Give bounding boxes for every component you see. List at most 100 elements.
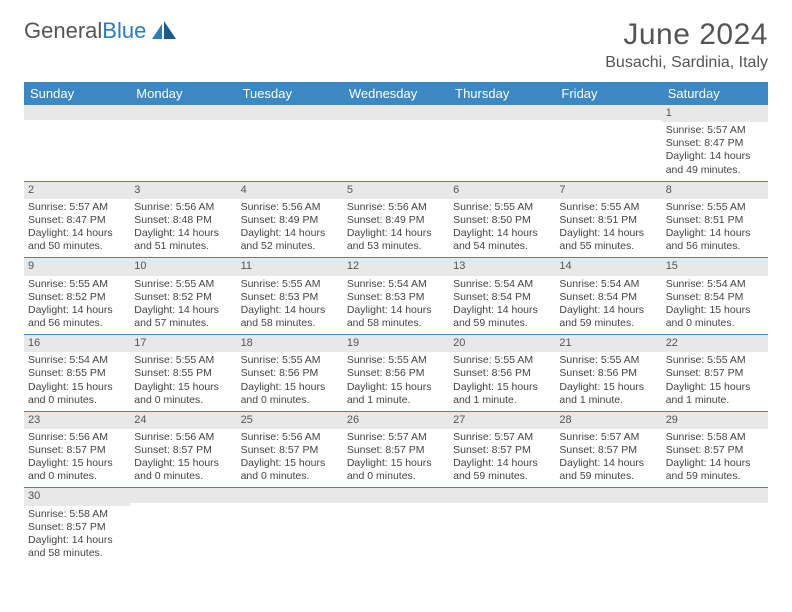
sunset-line: Sunset: 8:57 PM [28, 444, 126, 457]
calendar-day-cell: 9Sunrise: 5:55 AMSunset: 8:52 PMDaylight… [24, 258, 130, 335]
daylight-line: Daylight: 14 hours and 55 minutes. [559, 227, 657, 253]
day-number-bar: 29 [662, 412, 768, 429]
day-data: Sunrise: 5:55 AMSunset: 8:52 PMDaylight:… [130, 276, 236, 335]
calendar-page: GeneralBlue June 2024 Busachi, Sardinia,… [0, 0, 792, 582]
sunset-line: Sunset: 8:49 PM [347, 214, 445, 227]
day-data: Sunrise: 5:55 AMSunset: 8:52 PMDaylight:… [24, 276, 130, 335]
day-number-bar: 16 [24, 335, 130, 352]
sunset-line: Sunset: 8:57 PM [347, 444, 445, 457]
day-data: Sunrise: 5:58 AMSunset: 8:57 PMDaylight:… [24, 506, 130, 565]
day-number-bar: 25 [237, 412, 343, 429]
sunset-line: Sunset: 8:57 PM [666, 367, 764, 380]
calendar-day-cell: 24Sunrise: 5:56 AMSunset: 8:57 PMDayligh… [130, 411, 236, 488]
day-data: Sunrise: 5:56 AMSunset: 8:49 PMDaylight:… [343, 199, 449, 258]
sunrise-line: Sunrise: 5:57 AM [666, 124, 764, 137]
daylight-line: Daylight: 14 hours and 56 minutes. [28, 304, 126, 330]
daylight-line: Daylight: 15 hours and 0 minutes. [347, 457, 445, 483]
day-number-bar [343, 488, 449, 503]
sunset-line: Sunset: 8:47 PM [666, 137, 764, 150]
weekday-header: Monday [130, 82, 236, 105]
day-number-bar: 15 [662, 258, 768, 275]
sunset-line: Sunset: 8:56 PM [347, 367, 445, 380]
weekday-header: Thursday [449, 82, 555, 105]
calendar-day-cell [555, 488, 661, 564]
day-data [449, 120, 555, 170]
calendar-day-cell: 30Sunrise: 5:58 AMSunset: 8:57 PMDayligh… [24, 488, 130, 564]
calendar-day-cell: 5Sunrise: 5:56 AMSunset: 8:49 PMDaylight… [343, 181, 449, 258]
calendar-day-cell: 28Sunrise: 5:57 AMSunset: 8:57 PMDayligh… [555, 411, 661, 488]
sunset-line: Sunset: 8:51 PM [559, 214, 657, 227]
daylight-line: Daylight: 14 hours and 50 minutes. [28, 227, 126, 253]
day-data [237, 120, 343, 170]
sunset-line: Sunset: 8:51 PM [666, 214, 764, 227]
day-number-bar [130, 488, 236, 503]
sunrise-line: Sunrise: 5:55 AM [559, 201, 657, 214]
calendar-day-cell: 6Sunrise: 5:55 AMSunset: 8:50 PMDaylight… [449, 181, 555, 258]
sunrise-line: Sunrise: 5:55 AM [453, 354, 551, 367]
daylight-line: Daylight: 14 hours and 59 minutes. [559, 304, 657, 330]
day-data: Sunrise: 5:56 AMSunset: 8:57 PMDaylight:… [130, 429, 236, 488]
weekday-header-row: Sunday Monday Tuesday Wednesday Thursday… [24, 82, 768, 105]
calendar-day-cell: 20Sunrise: 5:55 AMSunset: 8:56 PMDayligh… [449, 335, 555, 412]
sunrise-line: Sunrise: 5:54 AM [453, 278, 551, 291]
day-data: Sunrise: 5:54 AMSunset: 8:54 PMDaylight:… [449, 276, 555, 335]
calendar-day-cell: 1Sunrise: 5:57 AMSunset: 8:47 PMDaylight… [662, 105, 768, 181]
daylight-line: Daylight: 14 hours and 58 minutes. [241, 304, 339, 330]
title-block: June 2024 Busachi, Sardinia, Italy [605, 18, 768, 72]
sunrise-line: Sunrise: 5:57 AM [453, 431, 551, 444]
weekday-header: Sunday [24, 82, 130, 105]
weekday-header: Friday [555, 82, 661, 105]
sunset-line: Sunset: 8:54 PM [559, 291, 657, 304]
day-data: Sunrise: 5:55 AMSunset: 8:57 PMDaylight:… [662, 352, 768, 411]
calendar-day-cell: 26Sunrise: 5:57 AMSunset: 8:57 PMDayligh… [343, 411, 449, 488]
day-data [662, 503, 768, 553]
day-data: Sunrise: 5:55 AMSunset: 8:56 PMDaylight:… [555, 352, 661, 411]
calendar-day-cell: 17Sunrise: 5:55 AMSunset: 8:55 PMDayligh… [130, 335, 236, 412]
calendar-day-cell: 11Sunrise: 5:55 AMSunset: 8:53 PMDayligh… [237, 258, 343, 335]
calendar-day-cell: 18Sunrise: 5:55 AMSunset: 8:56 PMDayligh… [237, 335, 343, 412]
day-number-bar: 12 [343, 258, 449, 275]
calendar-day-cell: 22Sunrise: 5:55 AMSunset: 8:57 PMDayligh… [662, 335, 768, 412]
sunrise-line: Sunrise: 5:54 AM [666, 278, 764, 291]
day-number-bar [130, 105, 236, 120]
day-number-bar: 21 [555, 335, 661, 352]
day-data: Sunrise: 5:58 AMSunset: 8:57 PMDaylight:… [662, 429, 768, 488]
calendar-day-cell: 27Sunrise: 5:57 AMSunset: 8:57 PMDayligh… [449, 411, 555, 488]
day-data [555, 120, 661, 170]
day-data: Sunrise: 5:56 AMSunset: 8:49 PMDaylight:… [237, 199, 343, 258]
sunrise-line: Sunrise: 5:56 AM [28, 431, 126, 444]
sunrise-line: Sunrise: 5:54 AM [347, 278, 445, 291]
day-number-bar: 24 [130, 412, 236, 429]
sunset-line: Sunset: 8:53 PM [347, 291, 445, 304]
daylight-line: Daylight: 15 hours and 0 minutes. [28, 381, 126, 407]
sunset-line: Sunset: 8:55 PM [28, 367, 126, 380]
sunrise-line: Sunrise: 5:55 AM [241, 278, 339, 291]
day-number-bar [662, 488, 768, 503]
sunset-line: Sunset: 8:57 PM [453, 444, 551, 457]
calendar-day-cell: 29Sunrise: 5:58 AMSunset: 8:57 PMDayligh… [662, 411, 768, 488]
daylight-line: Daylight: 15 hours and 1 minute. [453, 381, 551, 407]
calendar-day-cell: 7Sunrise: 5:55 AMSunset: 8:51 PMDaylight… [555, 181, 661, 258]
day-data: Sunrise: 5:55 AMSunset: 8:51 PMDaylight:… [555, 199, 661, 258]
day-data: Sunrise: 5:57 AMSunset: 8:57 PMDaylight:… [555, 429, 661, 488]
daylight-line: Daylight: 14 hours and 59 minutes. [666, 457, 764, 483]
page-title: June 2024 [605, 18, 768, 52]
calendar-body: 1Sunrise: 5:57 AMSunset: 8:47 PMDaylight… [24, 105, 768, 564]
daylight-line: Daylight: 14 hours and 49 minutes. [666, 150, 764, 176]
day-data: Sunrise: 5:54 AMSunset: 8:54 PMDaylight:… [555, 276, 661, 335]
day-data: Sunrise: 5:55 AMSunset: 8:51 PMDaylight:… [662, 199, 768, 258]
day-number-bar: 9 [24, 258, 130, 275]
daylight-line: Daylight: 14 hours and 59 minutes. [453, 457, 551, 483]
sunrise-line: Sunrise: 5:55 AM [134, 278, 232, 291]
sunrise-line: Sunrise: 5:57 AM [347, 431, 445, 444]
day-data: Sunrise: 5:57 AMSunset: 8:47 PMDaylight:… [662, 122, 768, 181]
calendar-day-cell [662, 488, 768, 564]
day-number-bar: 2 [24, 182, 130, 199]
day-data: Sunrise: 5:54 AMSunset: 8:53 PMDaylight:… [343, 276, 449, 335]
sunset-line: Sunset: 8:52 PM [134, 291, 232, 304]
sunset-line: Sunset: 8:57 PM [134, 444, 232, 457]
day-number-bar [555, 105, 661, 120]
sunrise-line: Sunrise: 5:55 AM [28, 278, 126, 291]
sunrise-line: Sunrise: 5:55 AM [347, 354, 445, 367]
day-data: Sunrise: 5:54 AMSunset: 8:55 PMDaylight:… [24, 352, 130, 411]
